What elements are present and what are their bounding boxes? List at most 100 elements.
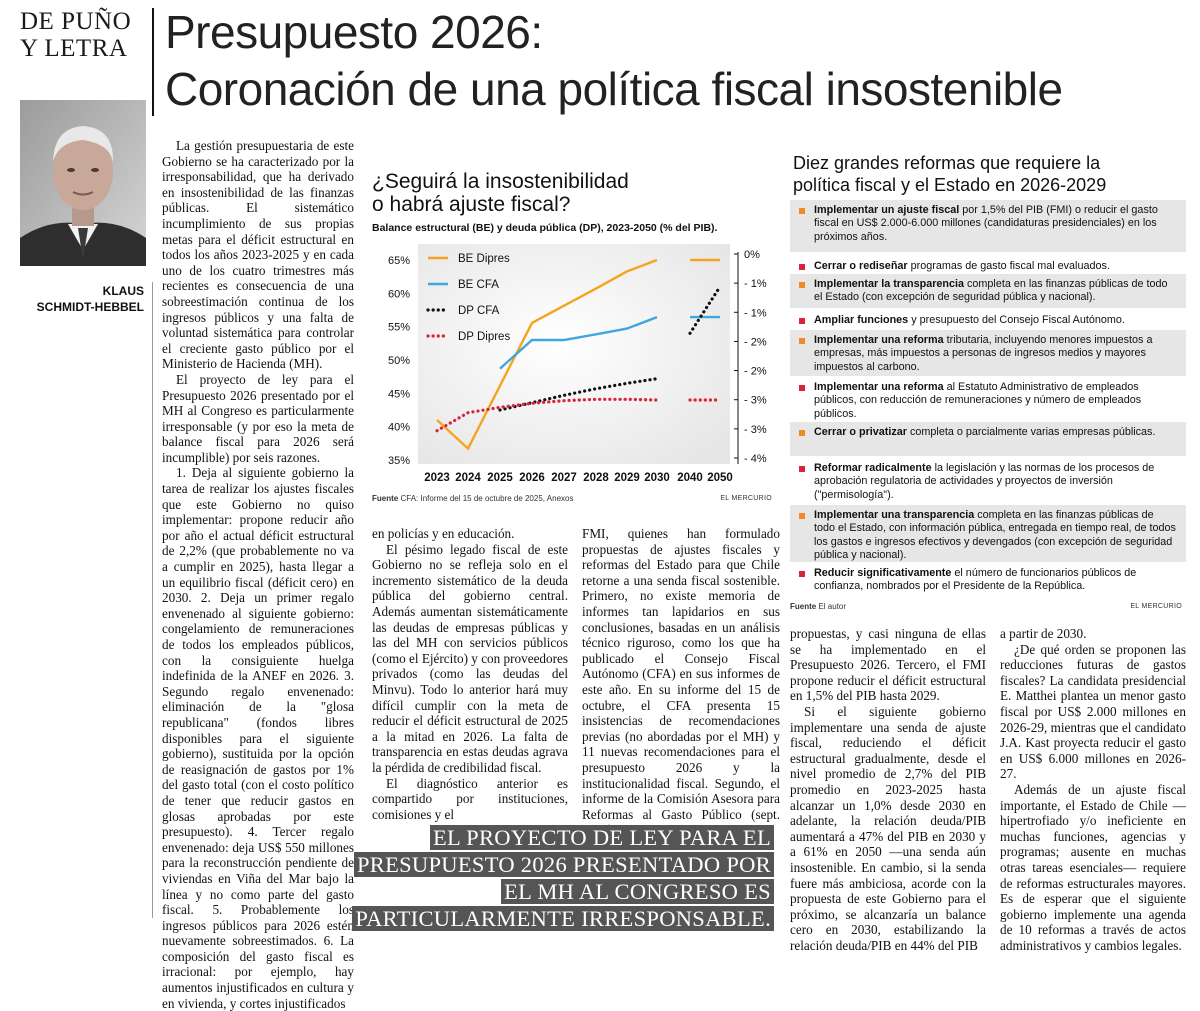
author-name-line1: KLAUS [20, 283, 144, 299]
reform-text: Implementar una reforma al Estatuto Admi… [814, 381, 1176, 421]
right-axis-tick-label: 0% [744, 249, 760, 261]
x-axis-tick-label: 2050 [707, 472, 733, 484]
paragraph: El pésimo legado fiscal de este Gobierno… [372, 542, 568, 776]
author-name: KLAUS SCHMIDT-HEBBEL [20, 283, 144, 315]
paragraph: La gestión presupuestaria de este Gobier… [162, 138, 354, 372]
reform-text: Ampliar funciones y presupuesto del Cons… [814, 314, 1176, 327]
article-column-5: a partir de 2030. ¿De qué orden se propo… [1000, 626, 1186, 953]
paragraph: FMI, quienes han formulado propuestas de… [582, 526, 780, 838]
reform-bold: Implementar la transparencia [814, 278, 964, 290]
chart-source: Fuente CFA: Informe del 15 de octubre de… [372, 494, 782, 503]
legend-label: DP CFA [458, 305, 500, 317]
x-axis-tick-label: 2030 [644, 472, 670, 484]
reform-text: Reducir significativamente el número de … [814, 567, 1176, 594]
debt-balance-chart: 65%60%55%50%45%40%35%0%- 1%- 1%- 2%- 2%-… [364, 238, 782, 492]
reforms-publisher: EL MERCURIO [1130, 603, 1182, 610]
reform-bold: Ampliar funciones [814, 314, 908, 326]
section-tag-line1: DE PUÑO [20, 8, 146, 35]
right-axis-tick-label: - 2% [744, 336, 767, 348]
left-axis-tick-label: 55% [388, 322, 410, 334]
article-column-4: propuestas, y casi ninguna de ellas se h… [790, 626, 986, 953]
reforms-list: Implementar un ajuste fiscal por 1,5% de… [790, 200, 1186, 600]
paragraph: a partir de 2030. [1000, 626, 1186, 642]
chart-question: ¿Seguirá la insostenibilidad o habrá aju… [372, 170, 772, 216]
reform-text: Implementar una transparencia completa e… [814, 509, 1176, 563]
reform-text: Cerrar o privatizar completa o parcialme… [814, 426, 1176, 439]
chart-area: 65%60%55%50%45%40%35%0%- 1%- 1%- 2%- 2%-… [364, 238, 782, 492]
reform-bold: Cerrar o rediseñar [814, 260, 908, 272]
x-axis-tick-label: 2023 [424, 472, 450, 484]
reform-item: Ampliar funciones y presupuesto del Cons… [790, 310, 1186, 330]
x-axis-tick-label: 2025 [487, 472, 513, 484]
x-axis-tick-label: 2027 [551, 472, 577, 484]
reforms-source: Fuente El autor EL MERCURIO [790, 602, 1186, 611]
reform-text: Reformar radicalmente la legislación y l… [814, 462, 1176, 502]
bullet-square-icon [799, 318, 805, 324]
chart-source-text: CFA: Informe del 15 de octubre de 2025, … [400, 494, 573, 503]
paragraph: 1. Deja al siguiente gobierno la tarea d… [162, 465, 354, 1011]
reform-text: Implementar un ajuste fiscal por 1,5% de… [814, 204, 1176, 244]
x-axis-tick-label: 2026 [519, 472, 545, 484]
author-portrait [20, 100, 146, 266]
paragraph: Si el siguiente gobierno implementare un… [790, 704, 986, 954]
reform-item: Implementar una reforma al Estatuto Admi… [790, 377, 1186, 421]
reform-text: Implementar la transparencia completa en… [814, 278, 1176, 305]
right-axis-tick-label: - 3% [744, 424, 767, 436]
headline: Presupuesto 2026: Coronación de una polí… [165, 4, 1185, 118]
right-axis-tick-label: - 4% [744, 453, 767, 465]
reform-bold: Reformar radicalmente [814, 462, 932, 474]
paragraph: en policías y en educación. [372, 526, 568, 542]
right-axis-tick-label: - 1% [744, 307, 767, 319]
reforms-title-line2: política fiscal y el Estado en 2026-2029 [793, 174, 1173, 196]
reform-bold: Implementar una reforma [814, 381, 944, 393]
reform-item: Cerrar o rediseñar programas de gasto fi… [790, 256, 1186, 276]
legend-label: BE CFA [458, 279, 499, 291]
reform-bold: Cerrar o privatizar [814, 426, 907, 438]
reform-text: Implementar una reforma tributaria, incl… [814, 334, 1176, 374]
masthead-divider [152, 8, 154, 116]
bullet-square-icon [799, 513, 805, 519]
article-column-3: FMI, quienes han formulado propuestas de… [582, 526, 780, 838]
paragraph: propuestas, y casi ninguna de ellas se h… [790, 626, 986, 704]
left-axis-tick-label: 60% [388, 288, 410, 300]
chart-subtitle: Balance estructural (BE) y deuda pública… [372, 222, 772, 234]
x-axis-tick-label: 2040 [677, 472, 703, 484]
x-axis-tick-label: 2024 [455, 472, 481, 484]
reform-item: Implementar una transparencia completa e… [790, 505, 1186, 562]
paragraph: Además de un ajuste fiscal importante, e… [1000, 782, 1186, 954]
reform-bold: Implementar una reforma [814, 334, 944, 346]
bullet-square-icon [799, 466, 805, 472]
headline-line2: Coronación de una política fiscal insost… [165, 61, 1185, 118]
reform-bold: Implementar una transparencia [814, 509, 974, 521]
left-axis-tick-label: 50% [388, 355, 410, 367]
right-axis-tick-label: - 1% [744, 278, 767, 290]
pull-quote-line4: PARTICULARMENTE IRRESPONSABLE. [352, 906, 774, 931]
reforms-source-text: El autor [818, 602, 846, 611]
pull-quote-line3: EL MH AL CONGRESO ES [501, 879, 774, 904]
reform-item: Reformar radicalmente la legislación y l… [790, 458, 1186, 504]
bullet-square-icon [799, 208, 805, 214]
article-column-2: en policías y en educación. El pésimo le… [372, 526, 568, 822]
reform-text: Cerrar o rediseñar programas de gasto fi… [814, 260, 1176, 273]
paragraph: ¿De qué orden se proponen las reduccione… [1000, 642, 1186, 782]
article-column-1: La gestión presupuestaria de este Gobier… [162, 138, 354, 1011]
reform-rest: programas de gasto fiscal mal evaluados. [908, 260, 1110, 272]
pull-quote-line1: EL PROYECTO DE LEY PARA EL [430, 825, 774, 850]
reforms-source-label: Fuente [790, 602, 816, 611]
pull-quote-line2: PRESUPUESTO 2026 PRESENTADO POR [354, 852, 774, 877]
left-axis-tick-label: 65% [388, 255, 410, 267]
bullet-square-icon [799, 282, 805, 288]
legend-label: DP Dipres [458, 331, 510, 343]
right-axis-tick-label: - 2% [744, 366, 767, 378]
reform-item: Cerrar o privatizar completa o parcialme… [790, 422, 1186, 456]
bullet-square-icon [799, 264, 805, 270]
reforms-title: Diez grandes reformas que requiere la po… [793, 152, 1173, 196]
bullet-square-icon [799, 430, 805, 436]
bullet-square-icon [799, 338, 805, 344]
x-axis-tick-label: 2028 [583, 472, 609, 484]
reform-bold: Implementar un ajuste fiscal [814, 204, 959, 216]
author-portrait-image [20, 100, 146, 266]
chart-question-line1: ¿Seguirá la insostenibilidad [372, 170, 772, 193]
chart-publisher: EL MERCURIO [720, 495, 772, 502]
legend-label: BE Dipres [458, 253, 510, 265]
